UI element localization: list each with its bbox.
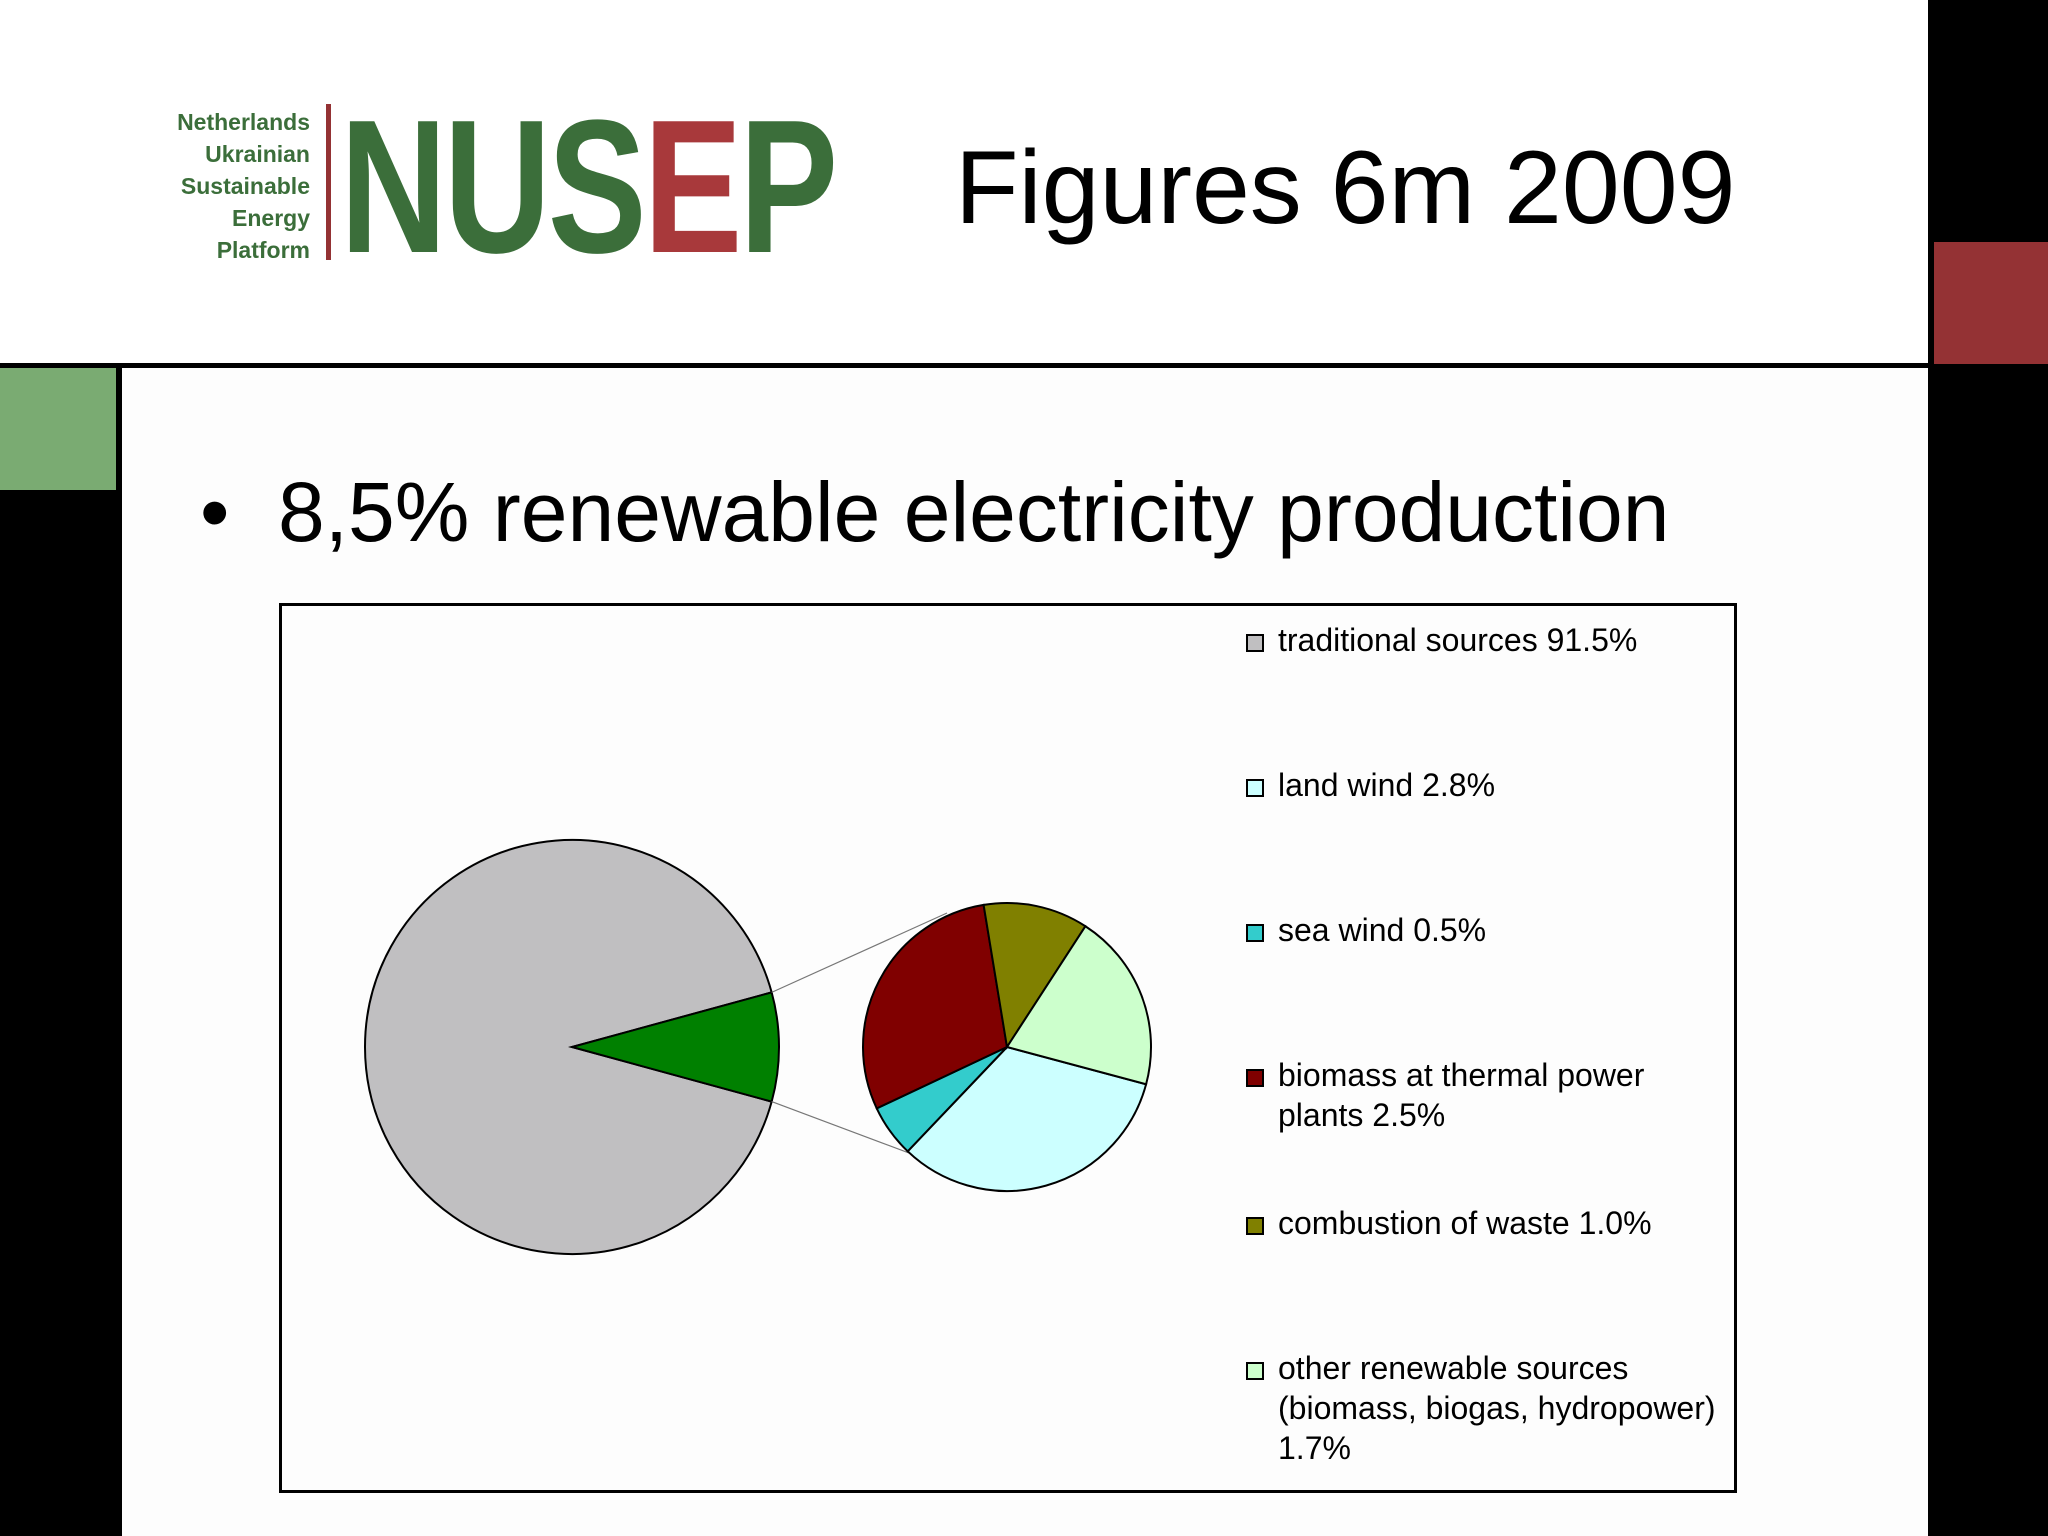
pie-slice-biomass-thermal: [862, 903, 1009, 1110]
pie-slice-land-wind: [906, 1045, 1148, 1192]
header-divider: [0, 363, 1928, 368]
pie-slice-other-renewable: [1005, 924, 1152, 1086]
legend-swatch: [1246, 779, 1264, 797]
slide-title: Figures 6m 2009: [955, 130, 1736, 246]
pie-of-pie-chart: [364, 839, 1152, 1255]
pie-slice-waste-combustion: [982, 902, 1087, 1050]
legend-swatch: [1246, 634, 1264, 652]
right-accent-block: [1934, 242, 2048, 364]
legend-label: other renewable sources (biomass, biogas…: [1278, 1350, 1716, 1466]
legend-swatch: [1246, 924, 1264, 942]
logo-wordmark: NUSEP: [340, 92, 838, 282]
logo-word: Platform: [216, 237, 310, 263]
logo-word: Sustainable: [180, 173, 310, 199]
logo-word: Ukrainian: [205, 141, 310, 167]
bullet-icon: •: [200, 465, 230, 559]
connector-line-top: [771, 912, 948, 993]
logo-mark-green-p: P: [739, 81, 838, 293]
legend-label: biomass at thermal power plants 2.5%: [1278, 1057, 1645, 1133]
legend-label: sea wind 0.5%: [1278, 912, 1487, 948]
logo-word: Netherlands: [177, 109, 310, 135]
logo-word: Energy: [232, 205, 310, 231]
left-frame-bar: [0, 366, 122, 1536]
pie-slice-renewable: [568, 991, 780, 1103]
logo-mark-red-e: E: [643, 81, 743, 293]
logo-mark-green: NUS: [340, 81, 647, 293]
bullet-text: 8,5% renewable electricity production: [278, 465, 1670, 559]
chart-frame: [279, 603, 1737, 1493]
nusep-logo: Netherlands Ukrainian Sustainable Energy…: [150, 92, 838, 282]
legend-swatch: [1246, 1069, 1264, 1087]
legend-label: land wind 2.8%: [1278, 767, 1496, 803]
bullet-point: • 8,5% renewable electricity production: [200, 462, 1669, 562]
logo-divider: [326, 104, 331, 260]
right-frame-bar: [1928, 0, 2048, 1536]
legend-swatch: [1246, 1362, 1264, 1380]
logo-text-block: Netherlands Ukrainian Sustainable Energy…: [150, 106, 310, 266]
legend-swatch: [1246, 1217, 1264, 1235]
left-accent-block: [0, 368, 116, 490]
legend-label: combustion of waste 1.0%: [1278, 1205, 1652, 1241]
legend-label: traditional sources 91.5%: [1278, 622, 1638, 658]
